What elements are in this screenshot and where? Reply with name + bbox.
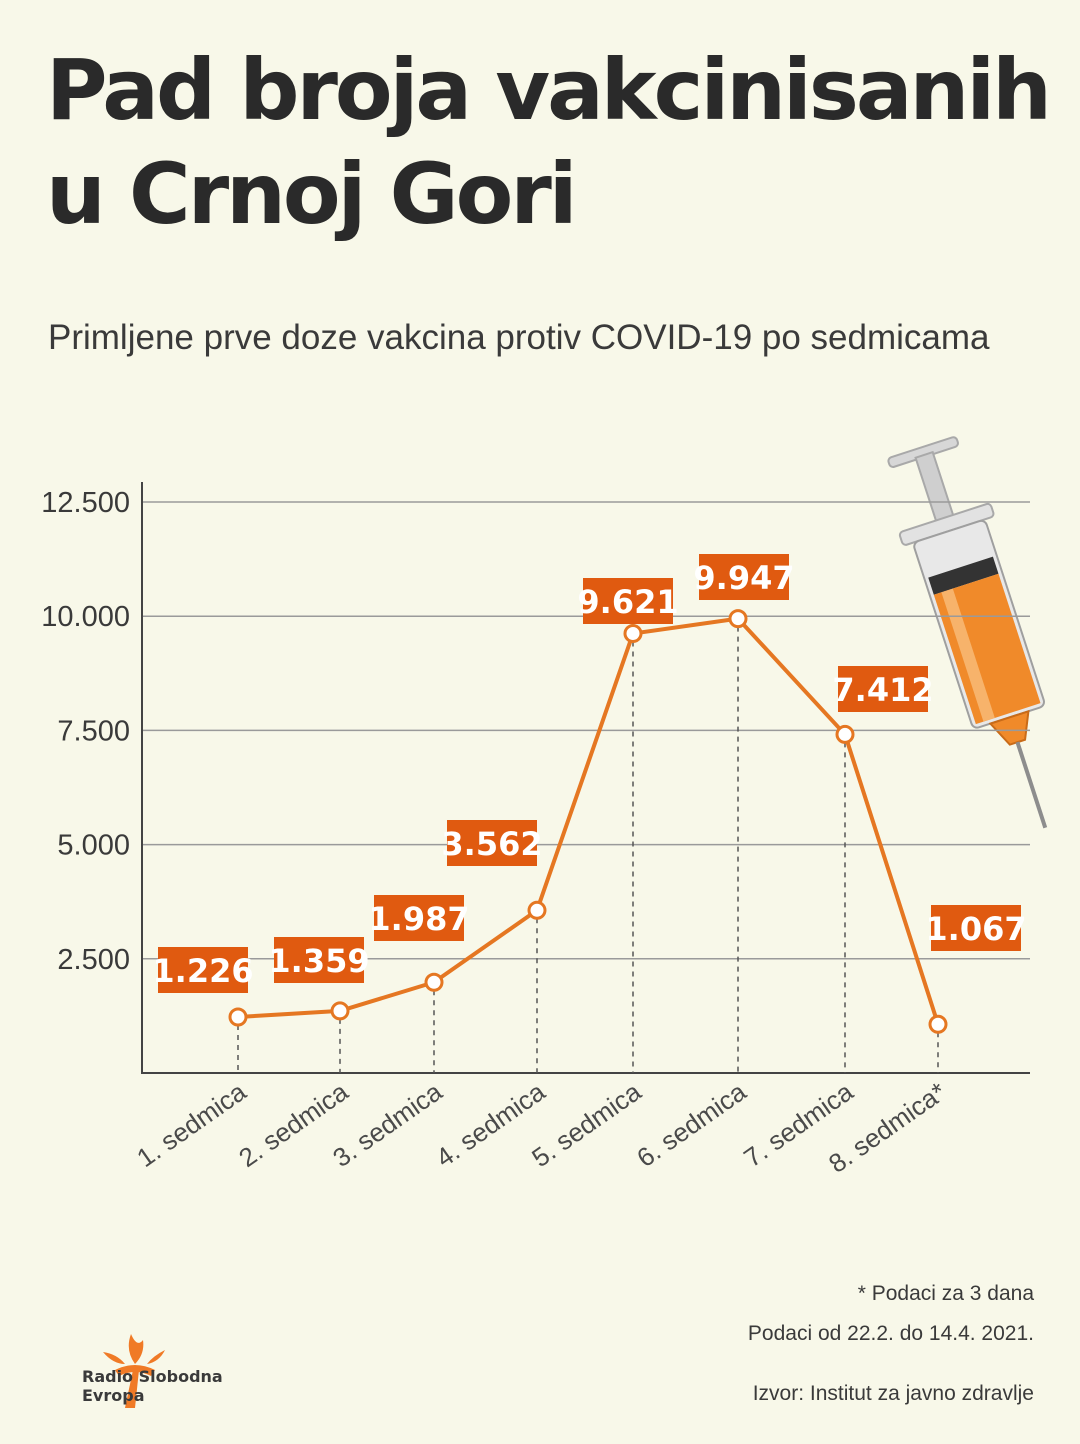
x-tick-label: 6. sedmica bbox=[631, 1076, 752, 1173]
value-label-bg bbox=[931, 905, 1021, 951]
x-tick-label: 1. sedmica bbox=[131, 1076, 252, 1173]
syringe-icon bbox=[887, 436, 1048, 829]
source-note: Izvor: Institut za javno zdravlje bbox=[752, 1382, 1034, 1405]
data-point bbox=[228, 1007, 248, 1027]
y-axis-ticks: 2.500 5.000 7.500 10.000 12.500 bbox=[41, 487, 130, 976]
chart-subtitle: Primljene prve doze vakcina protiv COVID… bbox=[48, 318, 990, 357]
y-tick-label: 12.500 bbox=[41, 487, 130, 519]
value-label-bg bbox=[447, 820, 537, 866]
data-point bbox=[835, 724, 855, 744]
point-drop-lines bbox=[237, 626, 939, 1073]
value-label: 1.987 bbox=[368, 900, 469, 938]
data-point bbox=[623, 624, 643, 644]
y-tick-label: 7.500 bbox=[57, 715, 130, 747]
data-point bbox=[527, 900, 547, 920]
value-label: 9.621 bbox=[577, 583, 678, 621]
asterisk-note: * Podaci za 3 dana bbox=[857, 1282, 1034, 1305]
chart-notes: * Podaci za 3 dana Podaci od 22.2. do 14… bbox=[748, 1280, 1034, 1420]
value-label-bg bbox=[838, 666, 928, 712]
value-label: 1.067 bbox=[925, 910, 1026, 948]
value-label-bg bbox=[583, 578, 673, 624]
value-label-bg bbox=[158, 947, 248, 993]
value-labels: 1.226 1.359 1.987 3.562 9.621 9.947 7.412 1.067 bbox=[152, 554, 1027, 993]
y-tick-label: 10.000 bbox=[41, 601, 130, 633]
chart-title: Pad broja vakcinisanih u Crnoj Gori bbox=[46, 41, 1052, 243]
x-tick-label: 5. sedmica bbox=[526, 1076, 647, 1173]
data-points bbox=[228, 609, 948, 1034]
value-label: 3.562 bbox=[441, 825, 542, 863]
data-point bbox=[928, 1014, 948, 1034]
value-label: 7.412 bbox=[832, 671, 933, 709]
period-note: Podaci od 22.2. do 14.4. 2021. bbox=[747, 1322, 1034, 1345]
value-label: 1.359 bbox=[268, 942, 369, 980]
series-line bbox=[237, 616, 940, 1025]
value-label-bg bbox=[374, 895, 464, 941]
value-label-bg bbox=[274, 937, 364, 983]
data-point bbox=[330, 1001, 350, 1021]
value-label: 1.226 bbox=[152, 952, 253, 990]
y-tick-label: 2.500 bbox=[57, 944, 130, 976]
data-point bbox=[424, 972, 444, 992]
logo-text: Radio Slobodna Evropa bbox=[82, 1367, 223, 1405]
value-label-bg bbox=[699, 554, 789, 600]
logo-line-1: Radio Slobodna bbox=[82, 1367, 223, 1386]
logo-line-2: Evropa bbox=[82, 1386, 145, 1405]
y-tick-label: 5.000 bbox=[57, 830, 130, 862]
torch-icon bbox=[103, 1334, 165, 1408]
value-label: 9.947 bbox=[693, 559, 794, 597]
data-point bbox=[728, 609, 748, 629]
